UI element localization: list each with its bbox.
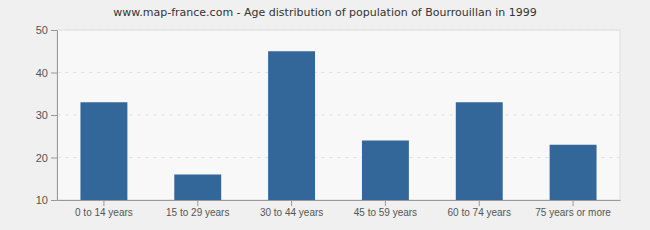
x-tick-mark xyxy=(291,200,292,206)
grid-line xyxy=(57,157,620,158)
bar xyxy=(362,141,409,201)
y-tick-label: 20 xyxy=(36,152,48,164)
y-tick: 10 xyxy=(36,194,57,206)
y-tick-label: 40 xyxy=(36,67,48,79)
y-tick-label: 10 xyxy=(36,194,48,206)
y-tick-mark xyxy=(51,73,57,74)
y-tick-mark xyxy=(51,30,57,31)
x-tick: 15 to 29 years xyxy=(166,200,229,218)
x-axis: 0 to 14 years 15 to 29 years 30 to 44 year… xyxy=(58,200,621,218)
bar xyxy=(268,51,315,200)
x-tick-label: 30 to 44 years xyxy=(260,207,323,218)
x-tick-mark xyxy=(385,200,386,206)
x-tick-label: 45 to 59 years xyxy=(354,207,417,218)
y-tick-mark xyxy=(51,158,57,159)
bar xyxy=(174,175,221,201)
bar xyxy=(80,102,127,200)
x-tick: 30 to 44 years xyxy=(260,200,323,218)
y-tick-mark xyxy=(51,200,57,201)
y-tick: 40 xyxy=(36,67,57,79)
x-tick: 45 to 59 years xyxy=(354,200,417,218)
y-axis-line xyxy=(57,31,58,201)
x-axis-line xyxy=(58,200,621,201)
y-tick-mark xyxy=(51,115,57,116)
title: www.map-france.com - Age distribution of… xyxy=(113,6,536,19)
y-tick-label: 30 xyxy=(36,109,48,121)
x-tick-mark xyxy=(103,200,104,206)
x-tick: 60 to 74 years xyxy=(448,200,511,218)
grid-line xyxy=(57,115,620,116)
plot: 10 20 30 40 50 0 to 14 years 15 to 29 years 30 … xyxy=(36,24,621,218)
bar xyxy=(456,102,503,200)
x-tick-mark xyxy=(479,200,480,206)
grid-line xyxy=(57,200,620,201)
x-tick-label: 0 to 14 years xyxy=(75,207,133,218)
background xyxy=(0,0,650,230)
y-tick: 30 xyxy=(36,109,57,121)
plot-area xyxy=(57,30,620,200)
y-tick: 50 xyxy=(36,24,57,36)
x-tick: 75 years or more xyxy=(535,200,611,218)
x-tick-label: 60 to 74 years xyxy=(448,207,511,218)
y-axis: 10 20 30 40 50 xyxy=(36,24,58,206)
x-tick-label: 15 to 29 years xyxy=(166,207,229,218)
bar xyxy=(550,145,597,200)
y-tick: 20 xyxy=(36,152,57,164)
grid-line xyxy=(57,30,620,31)
grid xyxy=(57,30,620,200)
bars xyxy=(80,51,596,200)
grid-line xyxy=(57,72,620,73)
y-tick-label: 50 xyxy=(36,24,48,36)
x-tick-label: 75 years or more xyxy=(535,207,611,218)
x-tick-mark xyxy=(197,200,198,206)
chart: www.map-france.com - Age distribution of… xyxy=(0,0,650,230)
x-tick: 0 to 14 years xyxy=(75,200,133,218)
x-tick-mark xyxy=(573,200,574,206)
